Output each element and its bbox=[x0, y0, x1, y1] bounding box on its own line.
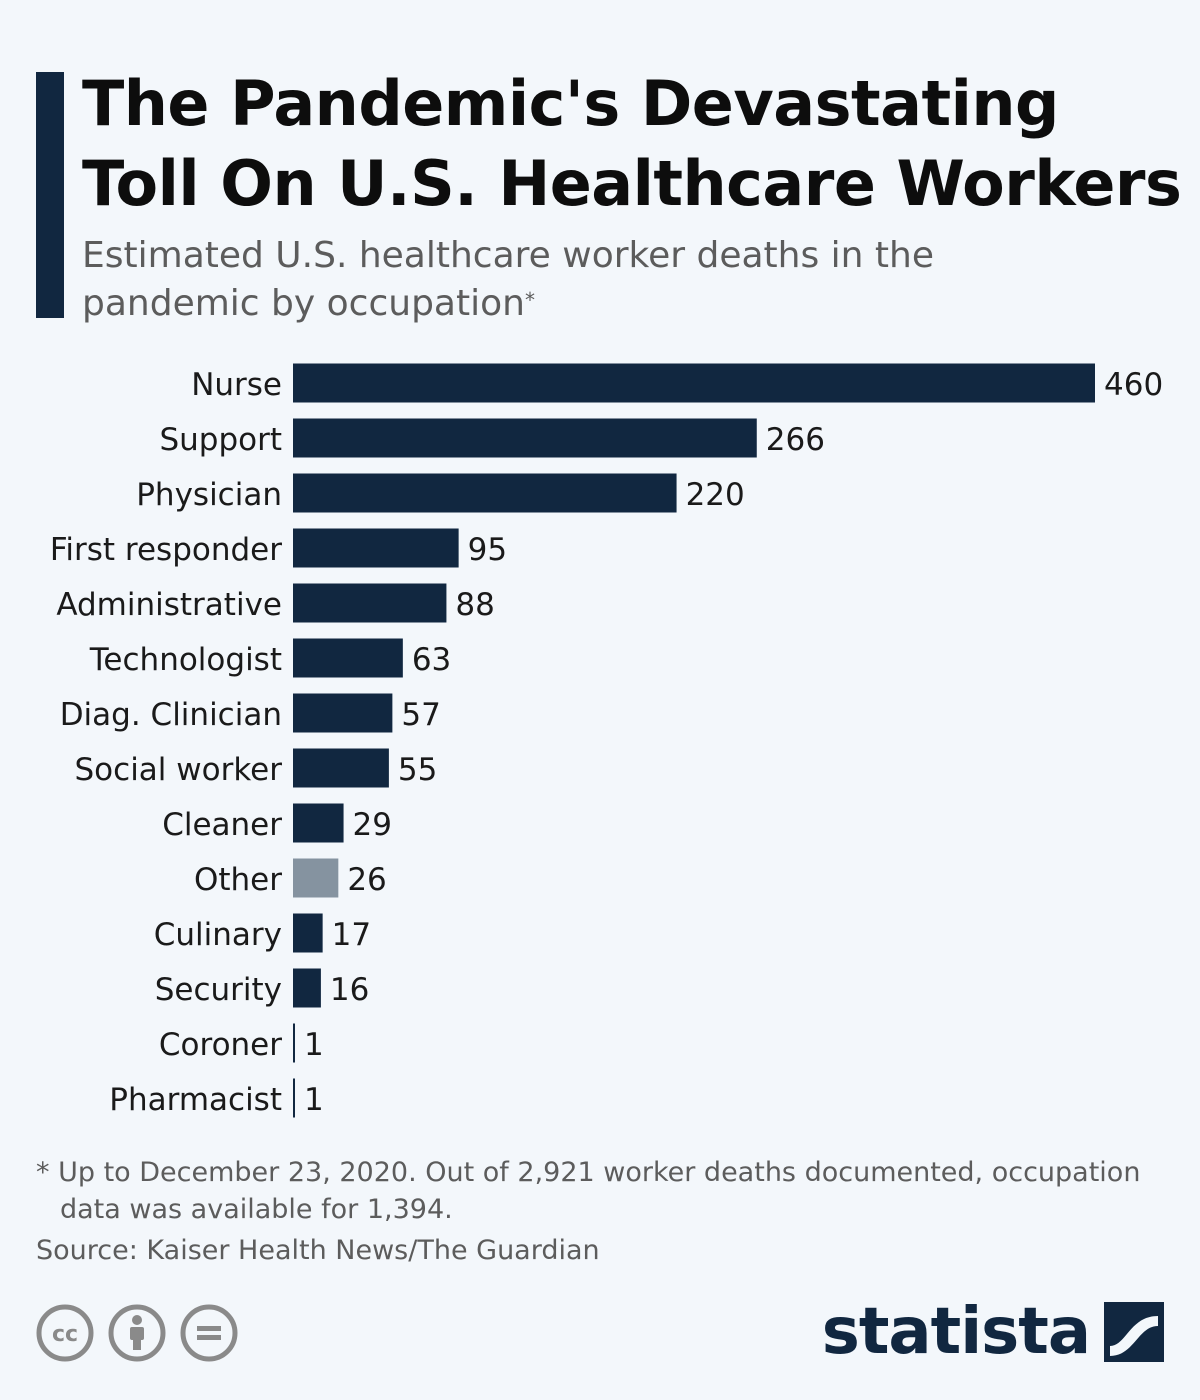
category-label: Social worker bbox=[75, 752, 283, 788]
value-label: 220 bbox=[686, 477, 745, 513]
bar bbox=[293, 968, 321, 1008]
subtitle-footnote-marker: * bbox=[524, 288, 535, 312]
value-label: 1 bbox=[304, 1082, 324, 1118]
bar bbox=[293, 803, 344, 843]
category-label: Support bbox=[159, 422, 282, 458]
category-label: Technologist bbox=[89, 642, 282, 678]
bar bbox=[293, 858, 339, 898]
statista-mark-icon bbox=[1104, 1302, 1164, 1362]
bar bbox=[293, 363, 1095, 403]
category-label: First responder bbox=[50, 532, 282, 568]
bar bbox=[293, 1023, 295, 1063]
value-label: 266 bbox=[766, 422, 825, 458]
brand-name: statista bbox=[821, 1295, 1091, 1369]
bar bbox=[293, 748, 389, 788]
chart-title: The Pandemic's Devastating Toll On U.S. … bbox=[82, 67, 1182, 220]
subtitle-text: Estimated U.S. healthcare worker deaths … bbox=[82, 235, 935, 324]
category-label: Cleaner bbox=[162, 807, 282, 843]
source-line: Source: Kaiser Health News/The Guardian bbox=[36, 1235, 600, 1266]
license-icons: cc bbox=[36, 1304, 238, 1362]
bar bbox=[293, 528, 459, 568]
category-label: Coroner bbox=[159, 1027, 282, 1063]
svg-text:cc: cc bbox=[52, 1322, 78, 1347]
value-label: 55 bbox=[398, 752, 437, 788]
bar bbox=[293, 583, 447, 623]
attribution-icon[interactable] bbox=[108, 1304, 166, 1362]
value-label: 29 bbox=[353, 807, 392, 843]
category-label: Physician bbox=[136, 477, 282, 513]
value-label: 95 bbox=[468, 532, 507, 568]
title-accent-bar bbox=[36, 72, 64, 318]
bar bbox=[293, 693, 393, 733]
category-label: Diag. Clinician bbox=[60, 697, 282, 733]
category-label: Security bbox=[155, 972, 282, 1008]
value-label: 26 bbox=[347, 862, 386, 898]
bar bbox=[293, 1078, 295, 1118]
category-label: Pharmacist bbox=[109, 1082, 282, 1118]
value-label: 16 bbox=[330, 972, 369, 1008]
value-label: 1 bbox=[304, 1027, 324, 1063]
bar-chart: Nurse 460 Support 266 Physician 220 First resp… bbox=[50, 363, 1163, 1118]
chart-subtitle: Estimated U.S. healthcare worker deaths … bbox=[82, 232, 982, 328]
value-label: 63 bbox=[412, 642, 451, 678]
category-label: Other bbox=[194, 862, 282, 898]
creative-commons-icon[interactable]: cc bbox=[36, 1304, 94, 1362]
brand-logo[interactable]: statista bbox=[822, 1296, 1164, 1368]
no-derivatives-icon[interactable] bbox=[180, 1304, 238, 1362]
bar bbox=[293, 418, 757, 458]
value-label: 17 bbox=[332, 917, 371, 953]
footnote: * Up to December 23, 2020. Out of 2,921 … bbox=[36, 1157, 1141, 1225]
category-label: Culinary bbox=[154, 917, 282, 953]
value-label: 57 bbox=[401, 697, 440, 733]
value-label: 88 bbox=[455, 587, 494, 623]
bar bbox=[293, 473, 677, 513]
value-label: 460 bbox=[1104, 367, 1163, 403]
category-label: Administrative bbox=[56, 587, 282, 623]
bar bbox=[293, 913, 323, 953]
bar bbox=[293, 638, 403, 678]
category-label: Nurse bbox=[191, 367, 282, 403]
